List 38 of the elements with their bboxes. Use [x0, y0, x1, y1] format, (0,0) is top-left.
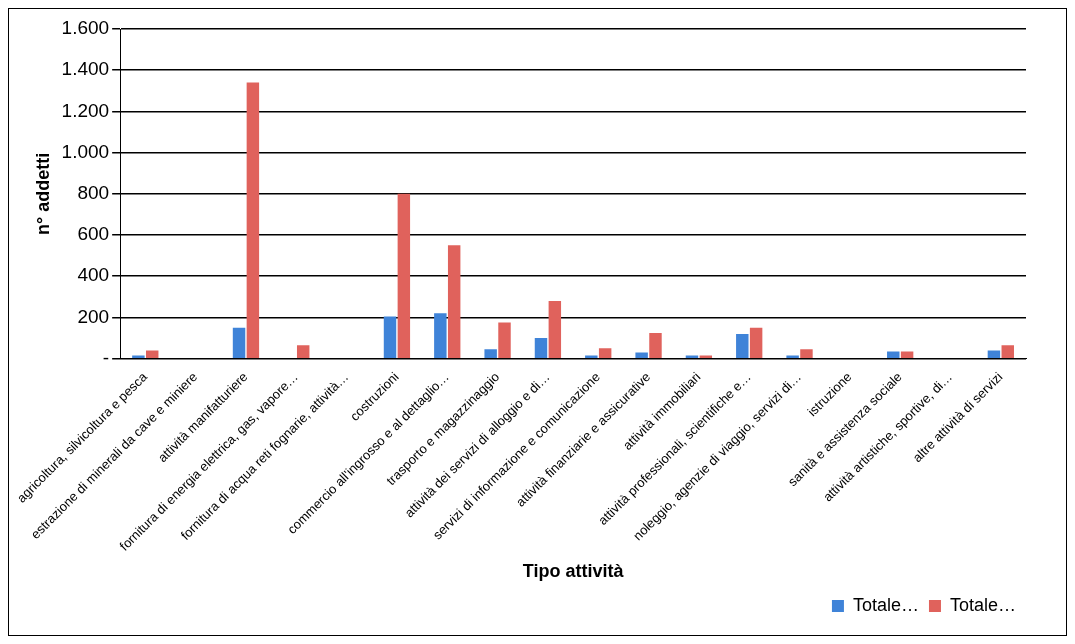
bar — [146, 350, 159, 358]
bar — [987, 350, 1001, 358]
legend-label: Totale… — [949, 594, 1017, 615]
y-tick-label: 200 — [77, 305, 110, 327]
bar — [1001, 345, 1014, 358]
bar — [246, 82, 260, 358]
bar — [383, 316, 397, 358]
bar — [397, 193, 411, 358]
bar — [434, 313, 447, 358]
bar — [232, 327, 246, 358]
bar — [649, 332, 662, 358]
y-tick-label: 1.200 — [61, 99, 110, 121]
y-tick-label: 1.000 — [61, 140, 110, 162]
bar — [736, 333, 749, 358]
bar — [534, 338, 548, 358]
bar — [296, 345, 310, 358]
bar — [887, 351, 900, 358]
bar — [800, 349, 813, 358]
bar — [447, 245, 461, 358]
x-axis-title: Tipo attività — [522, 561, 625, 582]
bar — [132, 355, 145, 358]
bar — [498, 322, 511, 358]
y-tick-label: 800 — [77, 182, 110, 204]
y-tick-label: 1.600 — [61, 17, 110, 39]
y-tick-label: 600 — [77, 223, 110, 245]
bar — [749, 327, 763, 358]
y-axis-title: n° addetti — [32, 152, 53, 235]
y-tick-label: 400 — [77, 264, 110, 286]
bar — [786, 355, 799, 358]
bar — [598, 348, 612, 358]
legend-label: Totale… — [852, 594, 919, 615]
y-tick-label: - — [102, 346, 110, 368]
bar — [635, 352, 648, 358]
bar — [548, 300, 562, 358]
bar — [484, 349, 497, 358]
y-tick-label: 1.400 — [61, 58, 110, 80]
bar — [900, 351, 914, 358]
bar — [585, 355, 598, 358]
